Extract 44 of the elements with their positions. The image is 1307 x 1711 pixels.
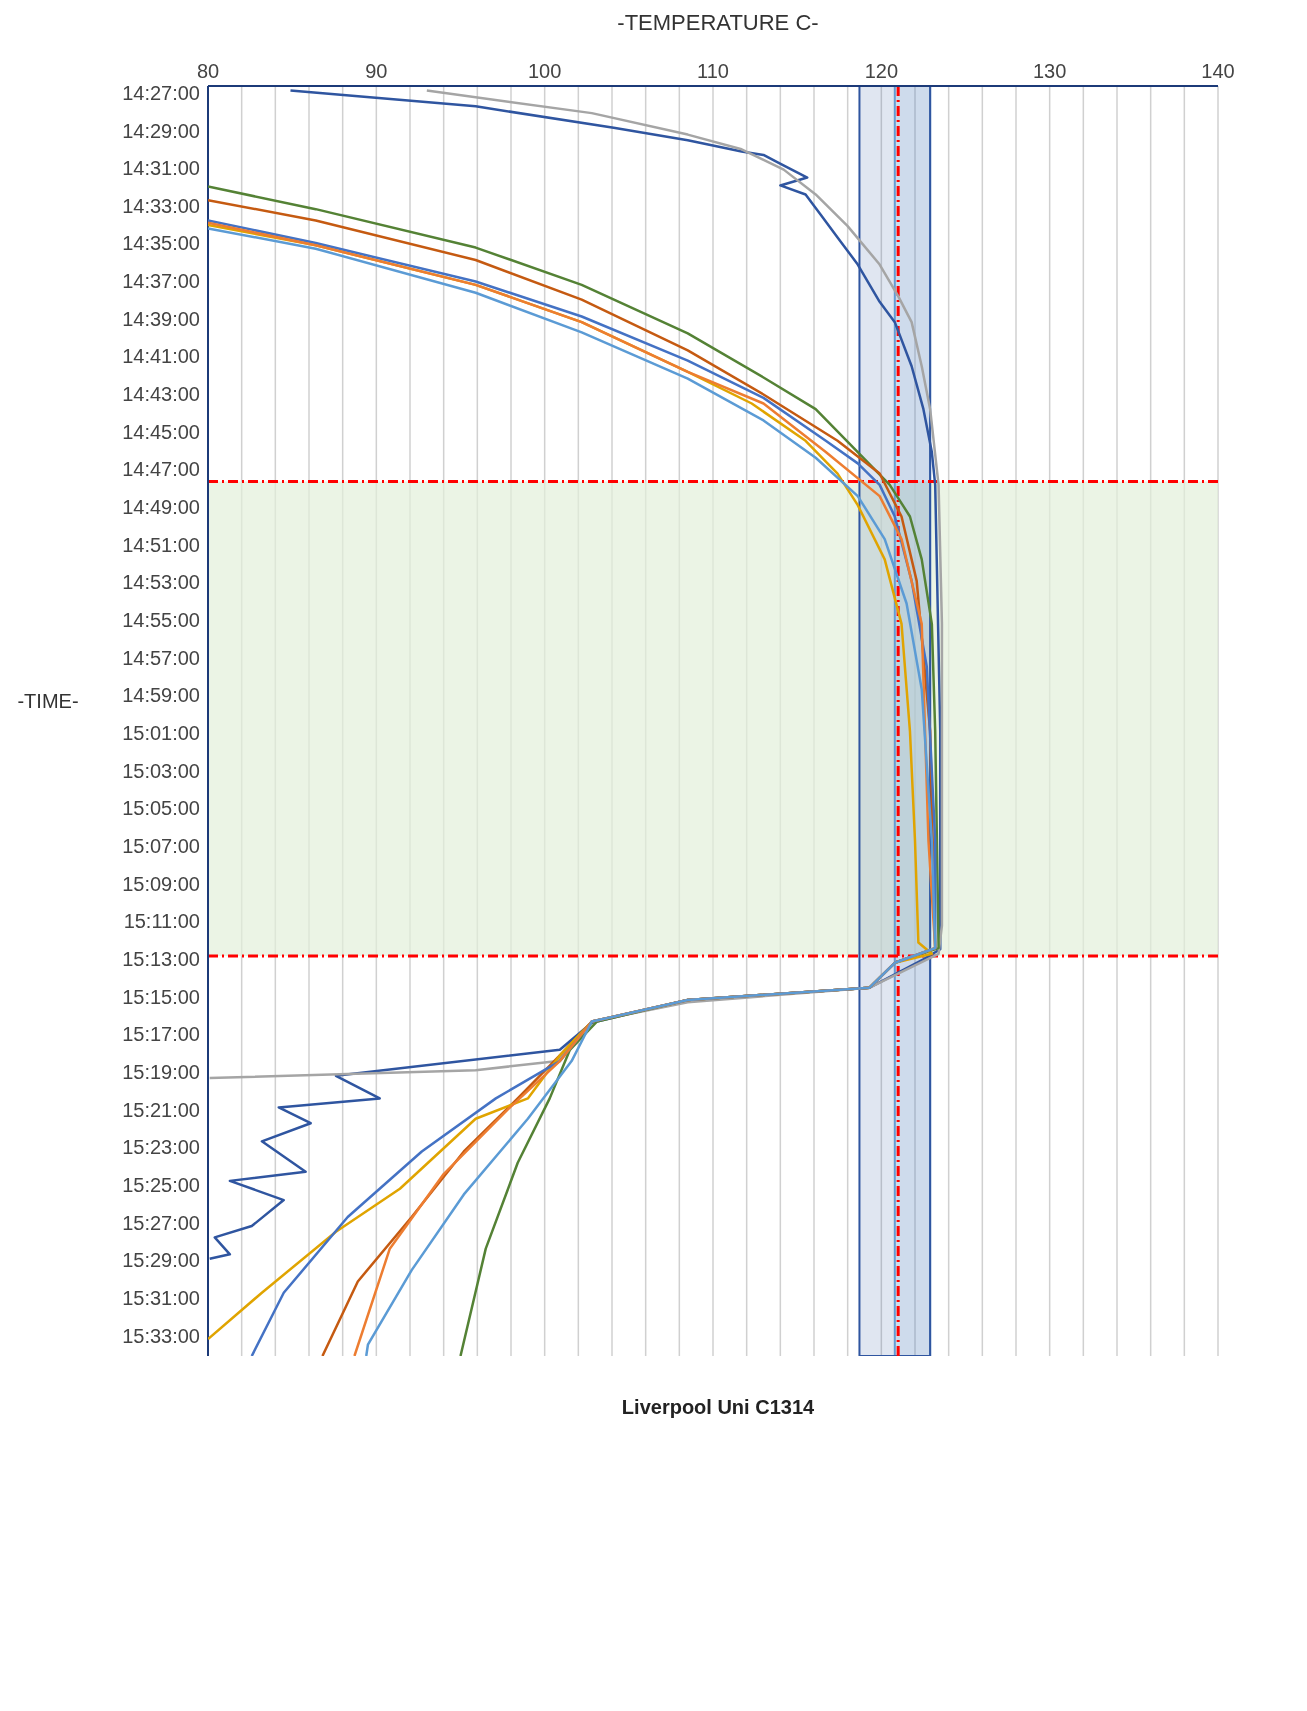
- y-tick-label: 14:31:00: [122, 157, 200, 180]
- y-tick-label: 15:03:00: [122, 759, 200, 782]
- x-tick-label: 110: [697, 60, 729, 82]
- y-tick-label: 15:25:00: [122, 1174, 200, 1197]
- y-tick-label: 14:41:00: [122, 345, 200, 368]
- y-tick-label: 15:01:00: [122, 722, 200, 745]
- y-tick-label: 15:09:00: [122, 872, 200, 895]
- y-tick-label: 14:51:00: [122, 533, 200, 556]
- y-tick-label: 14:45:00: [122, 420, 200, 443]
- y-tick-label: 14:43:00: [122, 383, 200, 406]
- y-tick-label: 14:57:00: [122, 646, 200, 669]
- y-tick-label: 14:49:00: [122, 496, 200, 519]
- y-tick-label: 15:07:00: [122, 835, 200, 858]
- x-tick-label: 100: [527, 60, 562, 82]
- y-tick-label: 14:39:00: [122, 307, 200, 330]
- y-tick-label: 15:05:00: [122, 797, 200, 820]
- y-tick-label: 14:59:00: [122, 684, 200, 707]
- y-tick-label: 15:17:00: [122, 1023, 200, 1046]
- x-tick-label: 130: [1032, 60, 1067, 82]
- y-tick-label: 14:29:00: [122, 119, 200, 142]
- y-tick-label: 14:35:00: [122, 232, 200, 255]
- y-tick-label: 15:15:00: [122, 985, 200, 1008]
- y-tick-label: 15:13:00: [122, 948, 200, 971]
- x-tick-label: 120: [864, 60, 899, 82]
- text: Liverpool Uni C1314: [620, 1396, 816, 1419]
- y-tick-label: 14:33:00: [122, 194, 200, 217]
- y-tick-label: 15:27:00: [122, 1211, 200, 1234]
- y-tick-label: 15:31:00: [122, 1287, 200, 1310]
- y-tick-label: 15:33:00: [122, 1324, 200, 1347]
- x-tick-label: 140: [1201, 60, 1235, 82]
- y-tick-label: 14:27:00: [122, 81, 200, 104]
- y-tick-label: 14:37:00: [122, 270, 200, 293]
- y-tick-label: 15:21:00: [122, 1098, 200, 1121]
- y-tick-label: 15:11:00: [123, 910, 200, 933]
- y-tick-label: 15:29:00: [122, 1249, 200, 1272]
- y-tick-label: 14:55:00: [122, 609, 200, 632]
- y-axis-title: -TIME-: [16, 689, 80, 713]
- y-tick-label: 14:53:00: [122, 571, 200, 594]
- y-tick-label: 15:23:00: [122, 1136, 200, 1159]
- x-tick-label: 80: [196, 60, 220, 82]
- y-tick-label: 14:47:00: [122, 458, 200, 481]
- y-tick-label: 15:19:00: [122, 1061, 200, 1084]
- x-tick-label: 90: [365, 60, 388, 82]
- x-axis-title: -TEMPERATURE C-: [616, 10, 820, 36]
